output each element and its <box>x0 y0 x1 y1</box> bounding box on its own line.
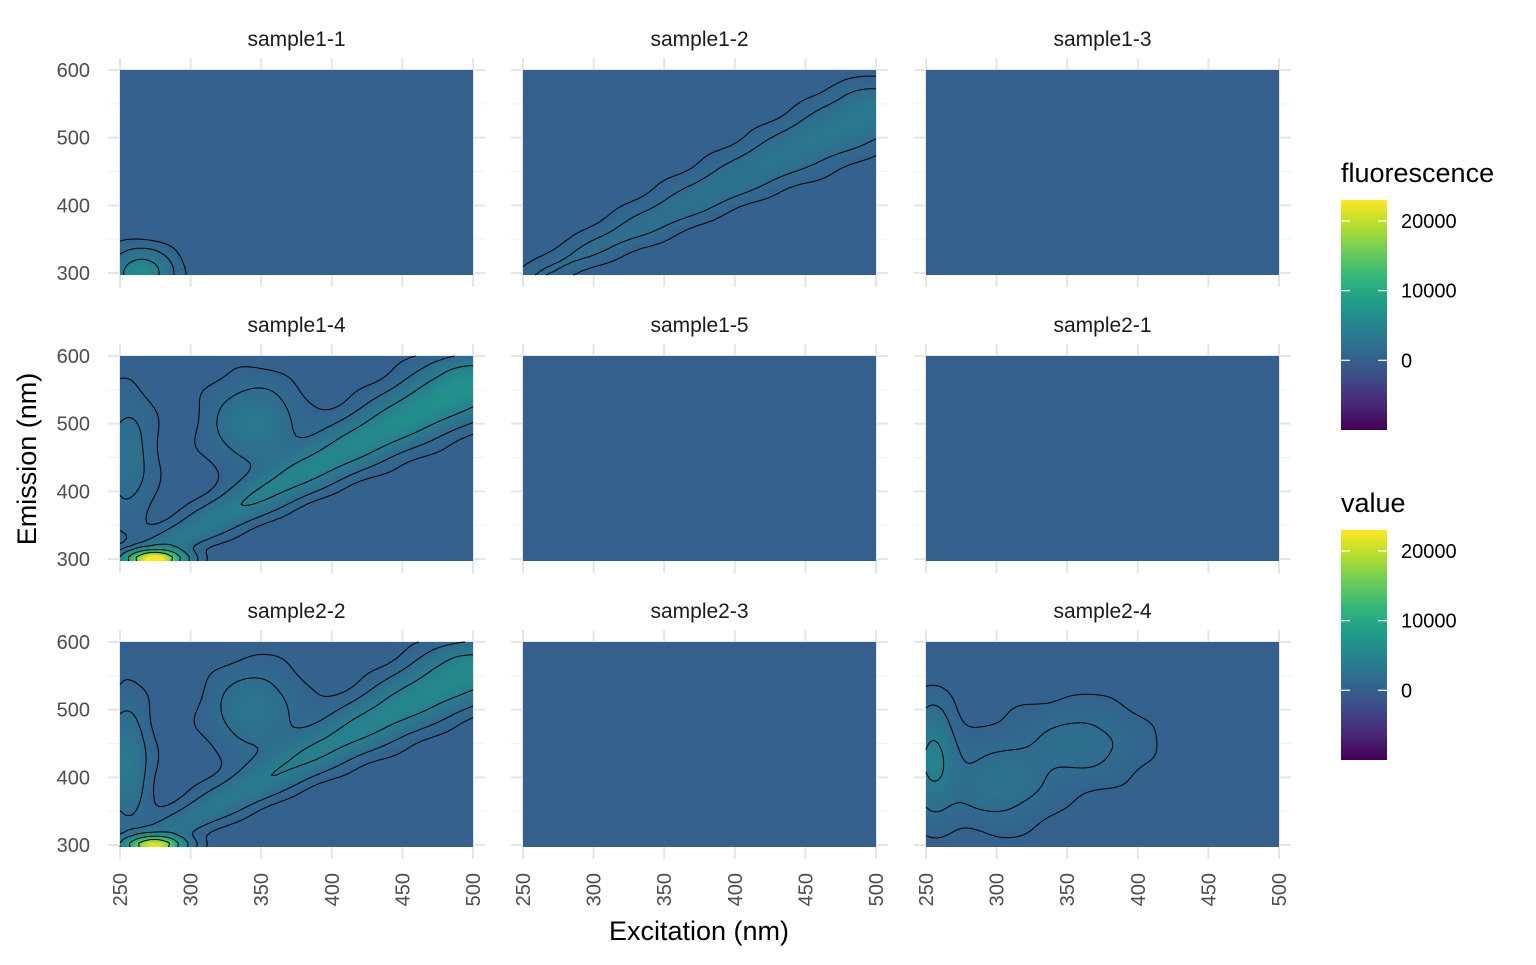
y-axis-title: Emission (nm) <box>12 373 42 546</box>
facet-strip-label: sample2-2 <box>247 600 345 623</box>
facet-panel-sample1-2: sample1-2 <box>511 28 888 287</box>
facet-strip-label: sample1-2 <box>650 28 748 51</box>
y-tick-label: 600 <box>57 346 90 368</box>
y-tick-label: 600 <box>57 632 90 654</box>
facet-panel-sample1-4: sample1-4 300 400 500 600 <box>57 314 485 573</box>
contour-path <box>119 355 474 562</box>
facet-panel-sample1-5: sample1-5 <box>511 314 888 573</box>
heatmap-sample1-1 <box>120 70 473 275</box>
legend-colorbar <box>1341 200 1387 430</box>
legend-tick-label: 10000 <box>1401 281 1457 303</box>
x-tick-label: 400 <box>725 873 747 906</box>
axis-titles: Excitation (nm) Emission (nm) <box>12 373 789 946</box>
legends: fluorescence 20000 10000 0 value 20000 10000 0 <box>1341 158 1494 760</box>
x-tick-label: 500 <box>1269 873 1291 906</box>
legend-tick-label: 20000 <box>1401 541 1457 563</box>
x-tick-label: 300 <box>987 873 1009 906</box>
legend-value: value 20000 10000 0 <box>1341 488 1457 760</box>
facet-panel-sample1-3: sample1-3 <box>914 28 1291 287</box>
legend-tick-label: 0 <box>1401 350 1412 372</box>
legend-tick-label: 10000 <box>1401 611 1457 633</box>
facet-panels: sample1-1 300 400 500 600 sample1-2 sample1-3 s… <box>57 28 1291 906</box>
contour-path <box>119 238 187 276</box>
heatmap-sample1-4 <box>120 356 473 561</box>
y-tick-label: 300 <box>57 549 90 571</box>
contour-lines <box>522 75 877 276</box>
x-tick-label: 350 <box>251 873 273 906</box>
contour-path <box>522 75 877 276</box>
y-tick-label: 400 <box>57 767 90 789</box>
y-tick-label: 500 <box>57 414 90 436</box>
x-tick-label: 400 <box>1128 873 1150 906</box>
x-tick-label: 350 <box>654 873 676 906</box>
x-tick-label: 300 <box>584 873 606 906</box>
y-tick-label: 400 <box>57 481 90 503</box>
contour-lines <box>925 684 1158 839</box>
facet-strip-label: sample2-3 <box>650 600 748 623</box>
y-tick-label: 500 <box>57 700 90 722</box>
x-tick-label: 500 <box>463 873 485 906</box>
contour-lines <box>119 355 474 562</box>
contour-path <box>925 684 1158 839</box>
heatmap-sample1-2 <box>523 70 876 275</box>
facet-panel-sample2-4: sample2-4 250 300 350 400 450 500 <box>914 600 1291 906</box>
x-axis-title: Excitation (nm) <box>609 916 789 946</box>
heatmap-sample2-2 <box>120 642 473 847</box>
y-tick-label: 300 <box>57 263 90 285</box>
legend-title: value <box>1341 488 1406 518</box>
facet-strip-label: sample1-5 <box>650 314 748 337</box>
facet-strip-label: sample1-1 <box>247 28 345 51</box>
contour-path <box>119 641 474 848</box>
x-tick-label: 450 <box>392 873 414 906</box>
facet-strip-label: sample2-1 <box>1053 314 1151 337</box>
facet-strip-label: sample1-4 <box>247 314 345 337</box>
y-tick-label: 400 <box>57 195 90 217</box>
contour-lines <box>119 641 474 848</box>
x-tick-label: 400 <box>322 873 344 906</box>
heatmap-sample2-3 <box>523 642 876 847</box>
legend-tick-label: 0 <box>1401 680 1412 702</box>
legend-colorbar <box>1341 530 1387 760</box>
contour-lines <box>119 238 187 276</box>
x-tick-label: 500 <box>866 873 888 906</box>
x-tick-label: 350 <box>1057 873 1079 906</box>
legend-tick-label: 20000 <box>1401 211 1457 233</box>
x-tick-label: 250 <box>916 873 938 906</box>
facet-panel-sample2-2: sample2-2 300 400 500 600 250 300 350 400 450 500 <box>57 600 485 906</box>
facet-panel-sample2-1: sample2-1 <box>914 314 1291 573</box>
facet-panel-sample2-3: sample2-3 250 300 350 400 450 500 <box>511 600 888 906</box>
y-tick-label: 300 <box>57 835 90 857</box>
facet-strip-label: sample2-4 <box>1053 600 1151 623</box>
x-tick-label: 450 <box>1198 873 1220 906</box>
facet-panel-sample1-1: sample1-1 300 400 500 600 <box>57 28 485 287</box>
x-tick-label: 250 <box>513 873 535 906</box>
legend-title: fluorescence <box>1341 158 1494 188</box>
x-tick-label: 250 <box>110 873 132 906</box>
heatmap-sample2-4 <box>926 642 1279 847</box>
y-tick-label: 600 <box>57 60 90 82</box>
heatmap-sample2-1 <box>926 356 1279 561</box>
x-tick-label: 450 <box>795 873 817 906</box>
facet-strip-label: sample1-3 <box>1053 28 1151 51</box>
y-tick-label: 500 <box>57 128 90 150</box>
legend-fluorescence: fluorescence 20000 10000 0 <box>1341 158 1494 430</box>
heatmap-sample1-3 <box>926 70 1279 275</box>
x-tick-label: 300 <box>181 873 203 906</box>
heatmap-sample1-5 <box>523 356 876 561</box>
